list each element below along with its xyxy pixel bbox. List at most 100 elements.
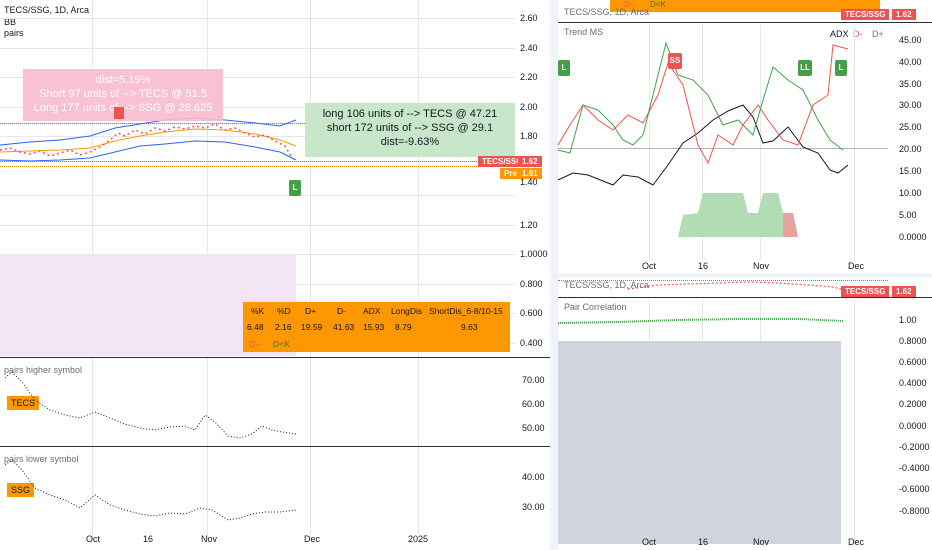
table-header: D- <box>337 306 346 316</box>
grid-line <box>702 25 703 260</box>
table-legend-dminus: D-- <box>249 339 261 349</box>
price-plot[interactable] <box>0 0 515 250</box>
indicator-bb-label[interactable]: BB <box>4 17 17 27</box>
grid-line <box>649 25 650 260</box>
chart-title: TECS/SSG, 1D, Arca <box>4 5 90 15</box>
lower-symbol-label: pairs lower symbol <box>4 454 79 464</box>
level-line <box>0 166 515 167</box>
lower-symbol-plot[interactable] <box>0 450 515 530</box>
table-cell: 19.59 <box>301 322 323 332</box>
y-axis-label: 0.0000 <box>899 232 927 242</box>
long-note-long: long 106 units of --> TECS @ 47.21 <box>322 108 498 120</box>
pane-separator[interactable] <box>558 22 932 23</box>
right-bottom-price-symbol: TECS/SSG <box>841 286 890 297</box>
left-chart[interactable]: TECS/SSG, 1D, Arca BB pairs dist=5.19% S… <box>0 0 550 550</box>
right-bottom-chart[interactable]: TECS/SSG, 1D, Arca TECS/SSG 1.62 Pair Co… <box>557 277 932 550</box>
trend-marker-ss[interactable]: SS <box>668 53 682 69</box>
last-price-symbol: TECS/SSG <box>482 157 523 166</box>
grid-line <box>760 25 761 260</box>
top-legend-dk: D<K <box>650 0 666 9</box>
chart-divider[interactable] <box>550 0 558 550</box>
long-note-dist: dist=-9.63% <box>380 136 440 148</box>
dmi-area-red <box>783 213 798 237</box>
higher-symbol-tag: TECS <box>7 396 40 410</box>
x-axis-label: Oct <box>642 537 657 547</box>
y-axis-label: 35.00 <box>899 79 922 89</box>
level-line <box>558 148 888 149</box>
mini-price-plot[interactable] <box>558 277 888 297</box>
trend-marker-ll[interactable]: LL <box>798 60 812 76</box>
y-axis-label: 20.00 <box>899 144 922 154</box>
higher-symbol-label: pairs higher symbol <box>4 365 83 375</box>
grid-line <box>0 48 515 49</box>
trend-marker-l[interactable]: L <box>558 60 570 76</box>
higher-y-axis-label: 70.00 <box>522 375 545 385</box>
higher-y-axis-label: 50.00 <box>522 423 545 433</box>
y-axis-label: 10.00 <box>899 188 922 198</box>
long-signal-note: long 106 units of --> TECS @ 47.21 short… <box>305 103 515 157</box>
pane-separator[interactable] <box>0 446 550 447</box>
y-axis-label: 30.00 <box>899 100 922 110</box>
y-axis-label: 15.00 <box>899 166 922 176</box>
y-axis-label: -0.8000 <box>899 506 930 516</box>
chart-divider-horizontal[interactable] <box>558 273 932 277</box>
x-axis-label: Dec <box>304 534 321 544</box>
long-note-short: short 172 units of --> SSG @ 29.1 <box>326 122 494 134</box>
trend-marker-l2[interactable]: L <box>835 60 847 76</box>
x-axis-label: Dec <box>848 537 865 547</box>
right-bottom-price-value: 1.62 <box>892 286 916 297</box>
stats-table: %K %D D+ D- ADX LongDis ShortDis_6-8/10-… <box>243 302 510 352</box>
pre-market-value: 1.61 <box>518 168 542 179</box>
price-series <box>0 123 293 159</box>
y-axis-label: 2.40 <box>520 43 538 53</box>
grid-line <box>854 25 855 260</box>
grid-line <box>0 195 515 196</box>
right-top-price-symbol: TECS/SSG <box>841 9 890 20</box>
y-axis-label: 0.400 <box>520 338 543 348</box>
table-header: %K <box>251 306 265 316</box>
pair-correlation-title: Pair Correlation <box>564 302 627 312</box>
y-axis-label: 1.80 <box>520 131 538 141</box>
x-axis-label: 2025 <box>408 534 429 544</box>
y-axis-label: 25.00 <box>899 122 922 132</box>
pane-separator[interactable] <box>0 357 550 358</box>
adx-line <box>557 104 849 186</box>
y-axis-label: 1.0000 <box>520 249 548 259</box>
grid-line <box>854 299 855 544</box>
dplus-line <box>557 41 844 154</box>
y-axis-label: 40.00 <box>899 57 922 67</box>
y-axis-label: 0.4000 <box>899 378 927 388</box>
table-header: %D <box>277 306 291 316</box>
y-axis-label: 0.2000 <box>899 399 927 409</box>
x-axis-label: 16 <box>698 261 709 271</box>
pane-separator[interactable] <box>558 297 932 298</box>
y-axis-label: 2.60 <box>520 13 538 23</box>
indicator-pairs-label[interactable]: pairs <box>4 28 24 38</box>
correlation-line[interactable] <box>557 315 888 327</box>
y-axis-label: 0.0000 <box>899 421 927 431</box>
y-axis-label: 1.00 <box>899 315 917 325</box>
trend-ms-plot[interactable] <box>557 25 888 240</box>
legend-adx: ADX <box>830 29 849 39</box>
dmi-area <box>678 193 798 237</box>
long-marker[interactable]: L <box>289 180 301 196</box>
x-axis-label: Dec <box>848 261 865 271</box>
y-axis-label: 1.20 <box>520 220 538 230</box>
short-marker[interactable] <box>114 107 124 119</box>
grid-line <box>0 77 515 78</box>
top-legend-dminus: D-- <box>624 0 636 9</box>
y-axis-label: 5.00 <box>899 210 917 220</box>
last-price-value: 1.62 <box>518 156 542 167</box>
right-top-chart[interactable]: D-- D<K TECS/SSG, 1D, Arca TECS/SSG 1.62… <box>557 0 932 271</box>
x-axis-label: Oct <box>642 261 657 271</box>
y-axis-label: 2.00 <box>520 102 538 112</box>
table-header: ShortDis_6-8/10-15 <box>429 306 503 316</box>
x-axis-label: Nov <box>753 537 770 547</box>
table-cell: 41.63 <box>333 322 355 332</box>
y-axis-label: -0.6000 <box>899 484 930 494</box>
higher-symbol-plot[interactable] <box>0 360 515 445</box>
x-axis-label: Oct <box>86 534 101 544</box>
y-axis-label: 0.800 <box>520 279 543 289</box>
grid-line <box>0 225 515 226</box>
short-note-short: Short 97 units of --> TECS @ 51.5 <box>39 88 207 100</box>
